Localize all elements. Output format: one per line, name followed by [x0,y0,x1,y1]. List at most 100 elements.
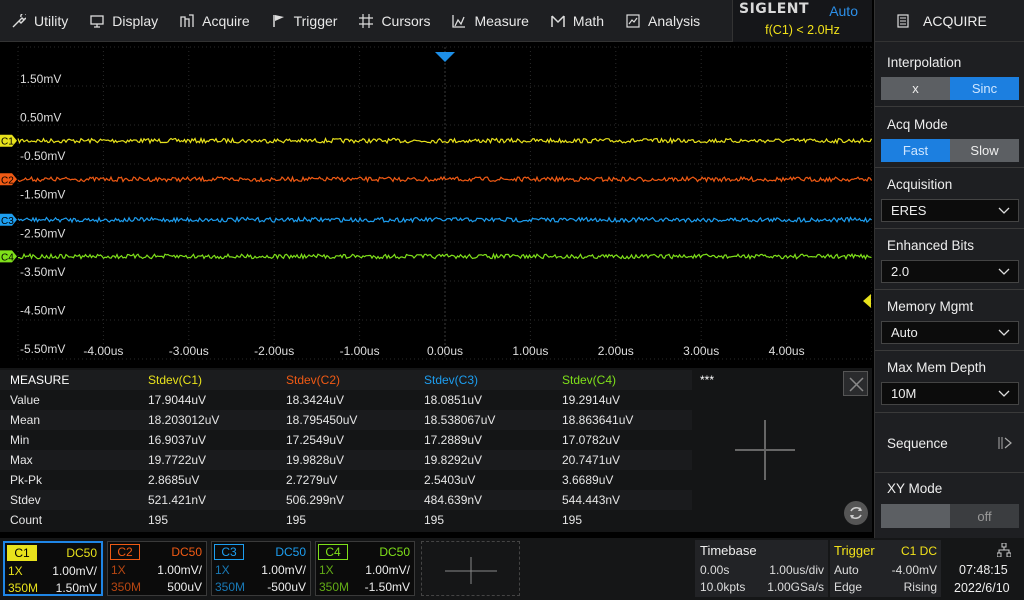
acquisition-dropdown[interactable]: ERES [881,199,1019,222]
math-icon [551,14,565,28]
add-measure-crosshair-icon[interactable] [735,420,795,480]
chevron-down-icon [998,268,1010,275]
measure-cell: 195 [424,513,445,527]
time-label: 1.00us [512,344,548,358]
menu-analysis[interactable]: Analysis [614,0,710,42]
measure-cell: 19.8292uV [424,453,483,467]
max-mem-depth-dropdown[interactable]: 10M [881,382,1019,405]
timebase-rate: 1.00GSa/s [767,580,824,594]
menu-trigger[interactable]: Trigger [260,0,348,42]
measure-close-button[interactable] [843,371,868,396]
measure-row-label: Count [10,513,43,527]
acquisition-value: ERES [891,203,927,218]
channel-marker-c3[interactable] [0,213,17,226]
acq-mode-label: Acq Mode [887,117,948,132]
measure-cell: 195 [562,513,583,527]
clock-time: 07:48:15 [959,563,1008,577]
chevron-down-icon [998,207,1010,214]
acq-mode-option-slow[interactable]: Slow [950,139,1019,162]
menu-display[interactable]: Display [78,0,168,42]
waveform-display[interactable]: 1.50mV 0.50mV -0.50mV -1.50mV -2.50mV -3.50mV… [0,43,872,365]
channel-scale: 1.00mV/ [157,563,202,577]
measure-cell: 195 [148,513,169,527]
interpolation-toggle[interactable]: x Sinc [881,77,1019,100]
channel-tag: C1 [7,545,37,561]
trace-c2 [17,175,872,184]
interpolation-label: Interpolation [887,55,962,70]
measure-cell: 17.0782uV [562,433,621,447]
measure-cell: 18.0851uV [424,393,483,407]
trigger-position-marker[interactable] [435,52,455,62]
menu-cursors-label: Cursors [381,13,431,29]
channel-box-c3[interactable]: C3 DC50 1X 1.00mV/350M -500uV [211,541,311,596]
measure-col-c4[interactable]: Stdev(C4) [562,373,617,387]
measure-row-label: Min [10,433,30,447]
time-scale-labels: -4.00us -3.00us -2.00us -1.00us 0.00us 1.00us… [83,344,804,358]
memory-mgmt-section: Memory Mgmt Auto [875,290,1024,351]
add-channel-placeholder[interactable] [421,541,520,596]
acq-mode-option-fast[interactable]: Fast [881,139,950,162]
channel-box-c2[interactable]: C2 DC50 1X 1.00mV/350M 500uV [107,541,207,596]
channel-coupling: DC50 [66,546,97,560]
trigger-mode-indicator[interactable]: Auto [829,3,858,19]
crosshair-add-icon [445,557,497,584]
channel-markers: C1 C2 C3 C4 [0,134,17,263]
memory-mgmt-dropdown[interactable]: Auto [881,321,1019,344]
measure-title: MEASURE [10,373,70,387]
trigger-level-marker[interactable] [863,294,871,308]
menu-utility[interactable]: Utility [0,0,78,42]
trigger-box[interactable]: Trigger C1 DC Auto -4.00mV Edge Rising [830,540,941,597]
bottom-status-bar: C1 DC50 1X 1.00mV/350M 1.50mV C2 DC50 1X 1.00mV/… [0,538,1024,600]
interpolation-option-sinc[interactable]: Sinc [950,77,1019,100]
voltage-label: -1.50mV [20,188,65,202]
measure-cell: 16.9037uV [148,433,207,447]
refresh-icon[interactable] [843,500,869,526]
xy-mode-section: XY Mode off [875,473,1024,538]
max-mem-depth-value: 10M [891,386,917,401]
channel-probe: 1X [8,564,23,578]
utility-icon [12,14,26,28]
measure-row: Mean 18.203012uV 18.795450uV 18.538067uV 18.… [0,410,692,430]
measure-col-c3[interactable]: Stdev(C3) [424,373,479,387]
channel-coupling: DC50 [275,545,306,559]
measure-col-empty[interactable]: *** [700,373,715,387]
time-label: 3.00us [683,344,719,358]
measure-row: Stdev 521.421nV 506.299nV 484.639nV 544.443n… [0,490,692,510]
voltage-label: -4.50mV [20,303,65,317]
xy-mode-value: off [950,504,1019,528]
menu-cursors[interactable]: Cursors [347,0,440,42]
channel-marker-c1[interactable] [0,134,17,147]
enhanced-bits-dropdown[interactable]: 2.0 [881,260,1019,283]
interpolation-section: Interpolation x Sinc [875,44,1024,107]
xy-mode-toggle[interactable]: off [881,504,1019,528]
menu-measure-label: Measure [474,13,529,29]
acq-mode-toggle[interactable]: Fast Slow [881,139,1019,162]
channel-marker-c4[interactable] [0,250,17,263]
trigger-level: -4.00mV [891,563,937,577]
measure-col-c1[interactable]: Stdev(C1) [148,373,203,387]
measure-cell: 521.421nV [148,493,207,507]
enhanced-bits-section: Enhanced Bits 2.0 [875,229,1024,290]
measure-cell: 2.5403uV [424,473,476,487]
menu-measure[interactable]: Measure [440,0,538,42]
channel-coupling: DC50 [379,545,410,559]
channel-box-c4[interactable]: C4 DC50 1X 1.00mV/350M -1.50mV [315,541,415,596]
measure-row-label: Stdev [10,493,41,507]
channel-probe: 1X [111,563,126,577]
measure-row-label: Value [10,393,40,407]
menu-math-label: Math [572,13,605,29]
measure-col-c2[interactable]: Stdev(C2) [286,373,341,387]
menu-acquire[interactable]: Acquire [168,0,259,42]
sequence-button[interactable]: Sequence [875,413,1024,473]
measure-row-label: Max [10,453,33,467]
graticule-grid [17,46,872,360]
timebase-points: 10.0kpts [700,580,746,594]
channel-box-c1[interactable]: C1 DC50 1X 1.00mV/350M 1.50mV [3,541,103,596]
menu-math[interactable]: Math [539,0,614,42]
clock-date: 2022/6/10 [954,581,1010,595]
channel-bandwidth: 350M [215,580,246,594]
acq-mode-section: Acq Mode Fast Slow [875,107,1024,168]
interpolation-option-x[interactable]: x [881,77,950,100]
timebase-box[interactable]: Timebase 0.00s 1.00us/div 10.0kpts 1.00G… [695,540,828,597]
channel-marker-c2[interactable] [0,173,17,186]
